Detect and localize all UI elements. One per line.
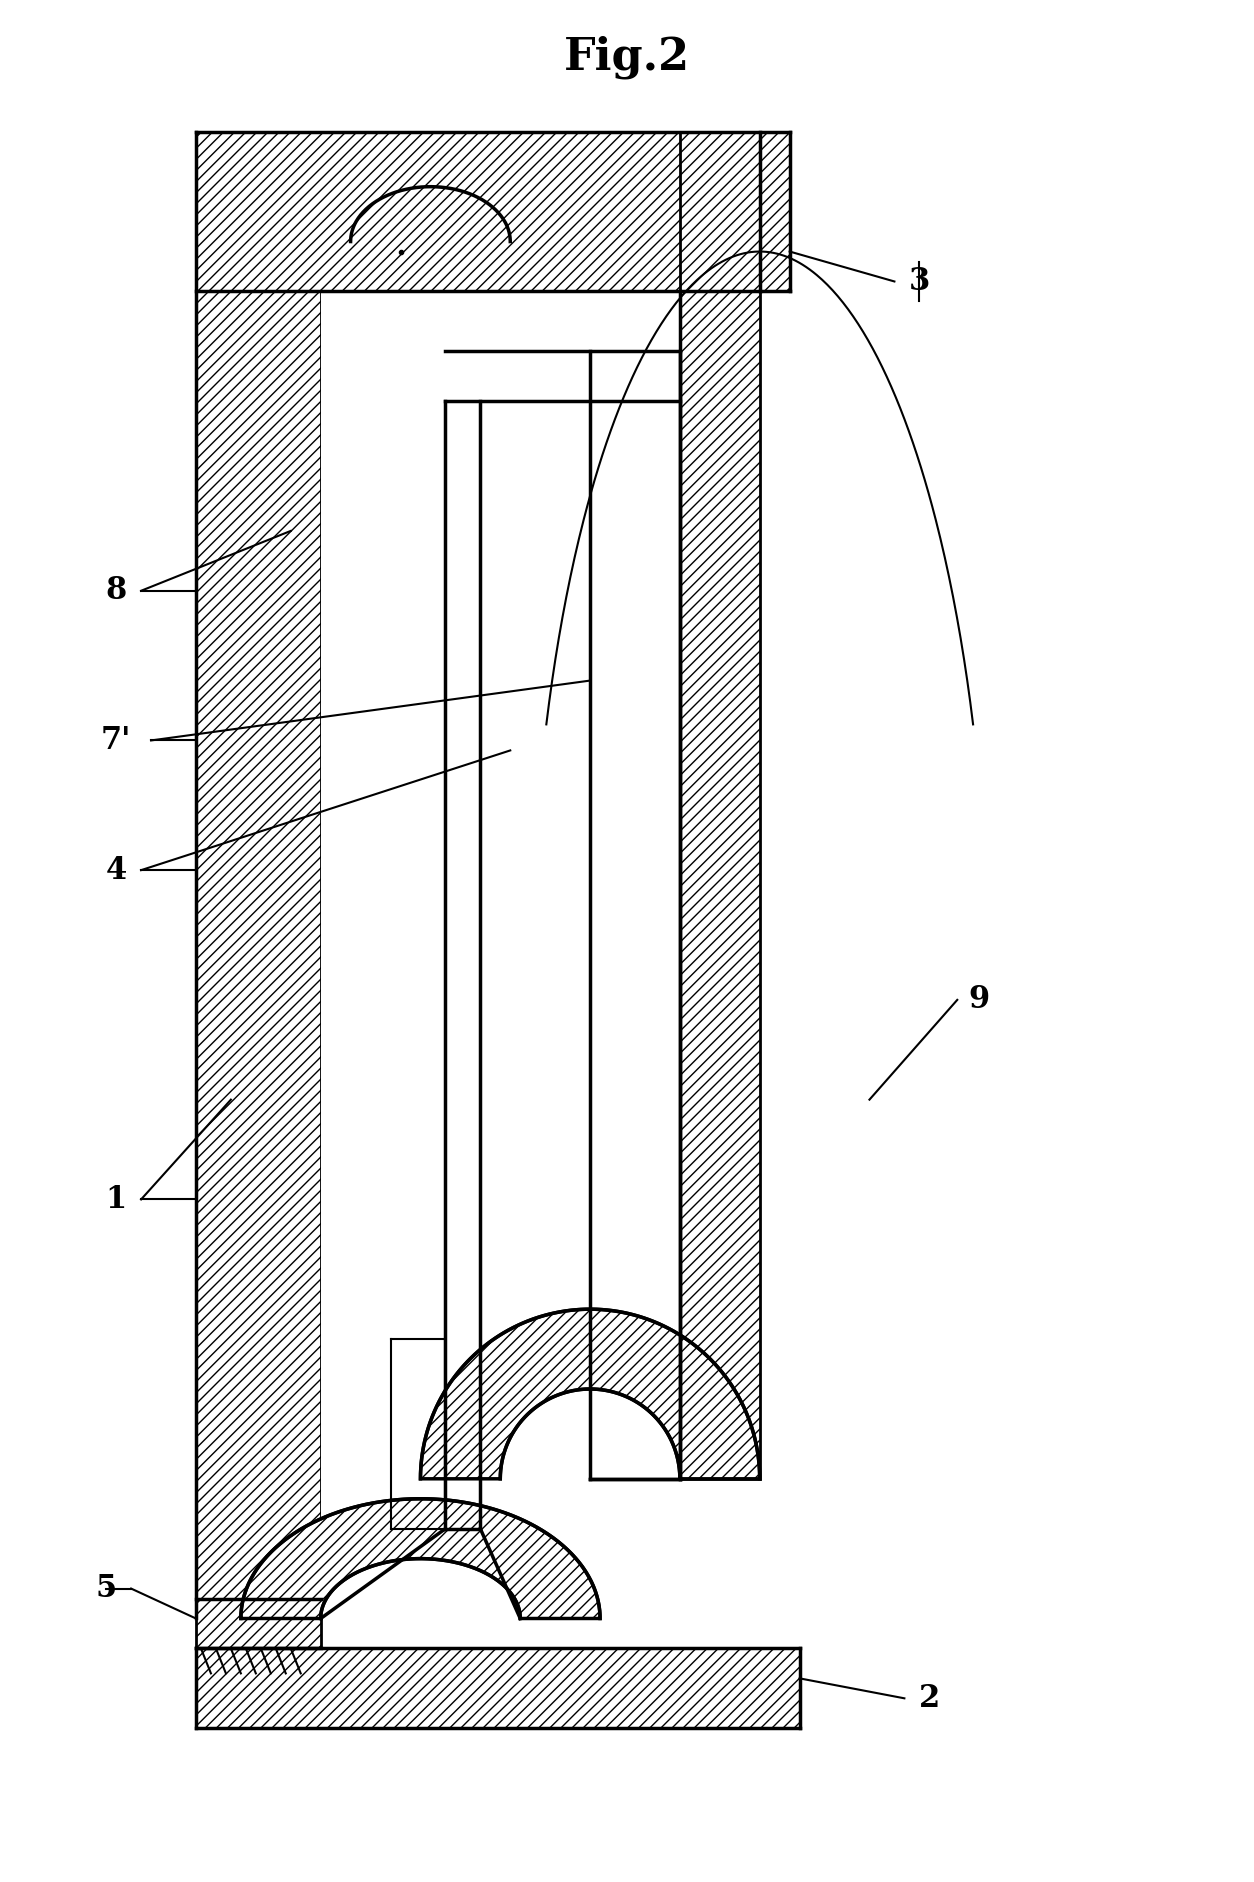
Text: 4: 4 <box>105 854 127 886</box>
Bar <box>196 1598 321 1649</box>
Text: 3: 3 <box>909 265 930 297</box>
Bar <box>591 352 680 1479</box>
Text: Fig.2: Fig.2 <box>564 36 690 79</box>
Text: 2: 2 <box>919 1683 940 1715</box>
Bar <box>196 132 321 1619</box>
Text: 7': 7' <box>100 725 132 757</box>
Bar <box>480 401 591 1528</box>
Polygon shape <box>241 1498 601 1619</box>
Bar <box>321 292 680 1619</box>
Bar <box>680 132 790 292</box>
Text: 8: 8 <box>105 576 127 606</box>
Bar <box>445 401 480 1528</box>
Polygon shape <box>420 1310 760 1479</box>
Bar <box>445 352 680 401</box>
Bar <box>196 1649 800 1728</box>
Bar <box>680 292 760 1479</box>
Text: 9: 9 <box>968 984 989 1016</box>
Text: 1: 1 <box>105 1184 127 1216</box>
Bar <box>390 1340 445 1528</box>
Text: 5: 5 <box>95 1573 117 1603</box>
Bar <box>196 132 760 292</box>
